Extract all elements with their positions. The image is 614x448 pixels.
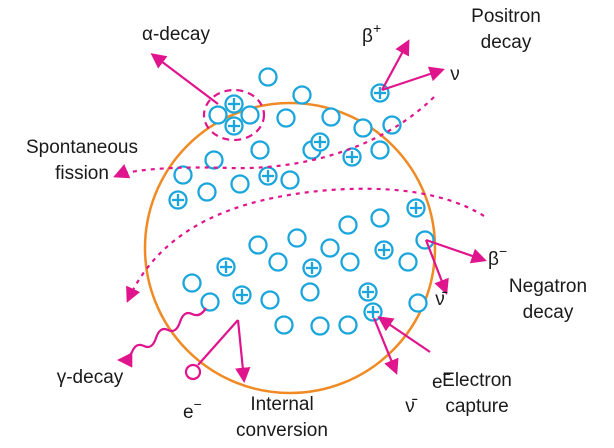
positron-decay: Positron xyxy=(471,6,541,27)
sup: + xyxy=(373,20,381,36)
alpha-cluster xyxy=(202,88,266,142)
base: e xyxy=(432,372,443,393)
neutron xyxy=(173,165,193,185)
proton xyxy=(310,132,330,152)
sup: − xyxy=(499,243,507,259)
neutron xyxy=(250,140,270,160)
neutron xyxy=(280,170,300,190)
neutron xyxy=(340,252,360,272)
proton xyxy=(224,116,244,136)
particles xyxy=(168,67,435,336)
proton xyxy=(232,285,252,305)
sup: − xyxy=(194,396,202,412)
neutron xyxy=(398,252,418,272)
neutron xyxy=(321,107,341,127)
spontaneous-fission: Spontaneous xyxy=(26,137,138,158)
proton xyxy=(358,282,378,302)
base: e xyxy=(183,402,194,423)
neutron xyxy=(276,108,296,128)
neutron xyxy=(197,182,217,202)
nucleus xyxy=(143,101,437,395)
electron-capture-e: e− xyxy=(432,366,451,393)
proton xyxy=(374,240,394,260)
neutron xyxy=(287,228,307,248)
neutron xyxy=(408,293,428,313)
labels: α-decay β+PositrondecayνSpontaneousfissio… xyxy=(26,6,587,441)
neutron xyxy=(274,315,294,335)
proton xyxy=(216,257,236,277)
arrows xyxy=(113,39,487,384)
neutron xyxy=(320,238,340,258)
neutron xyxy=(230,174,250,194)
beta-minus: β− xyxy=(488,243,507,270)
negatron-decay: Negatron xyxy=(509,276,587,297)
neutron xyxy=(208,105,228,125)
gamma-decay: γ-decay xyxy=(57,367,124,388)
proton xyxy=(406,198,426,218)
conversion-e: e− xyxy=(183,396,202,423)
neutron xyxy=(338,215,358,235)
neutron xyxy=(310,316,330,336)
neutron xyxy=(248,235,268,255)
neutron xyxy=(240,105,260,125)
proton xyxy=(363,302,383,322)
electron-capture: capture xyxy=(445,396,508,417)
electron-capture: Electron xyxy=(442,370,512,391)
proton xyxy=(168,190,188,210)
antineutrino-1: ν̄ xyxy=(435,289,448,310)
proton xyxy=(302,258,322,278)
proton xyxy=(370,83,390,103)
neutron xyxy=(260,290,280,310)
beta-plus: β+ xyxy=(362,20,381,47)
neutron xyxy=(415,230,435,250)
positron-decay: decay xyxy=(481,32,532,53)
antineutrino-2: ν̄ xyxy=(405,396,418,417)
base: β xyxy=(362,26,373,47)
neutron xyxy=(182,273,202,293)
neutron xyxy=(338,315,358,335)
neutron xyxy=(300,282,320,302)
internal-conversion: conversion xyxy=(236,420,328,441)
neutron xyxy=(200,292,220,312)
alpha-decay: α-decay xyxy=(142,24,211,45)
internal-conversion: Internal xyxy=(250,394,313,415)
neutrino: ν xyxy=(450,64,460,85)
proton xyxy=(342,147,362,167)
proton xyxy=(258,166,278,186)
neutron xyxy=(292,85,312,105)
neutron xyxy=(370,140,390,160)
neutron xyxy=(258,67,278,87)
neutron xyxy=(353,118,373,138)
base: β xyxy=(488,249,499,270)
proton xyxy=(224,94,244,114)
neutron xyxy=(382,115,402,135)
neutron xyxy=(370,208,390,228)
spontaneous-fission: fission xyxy=(55,163,109,184)
negatron-decay: decay xyxy=(523,302,574,323)
neutron xyxy=(204,150,224,170)
neutron xyxy=(268,252,288,272)
sup: − xyxy=(443,366,451,382)
